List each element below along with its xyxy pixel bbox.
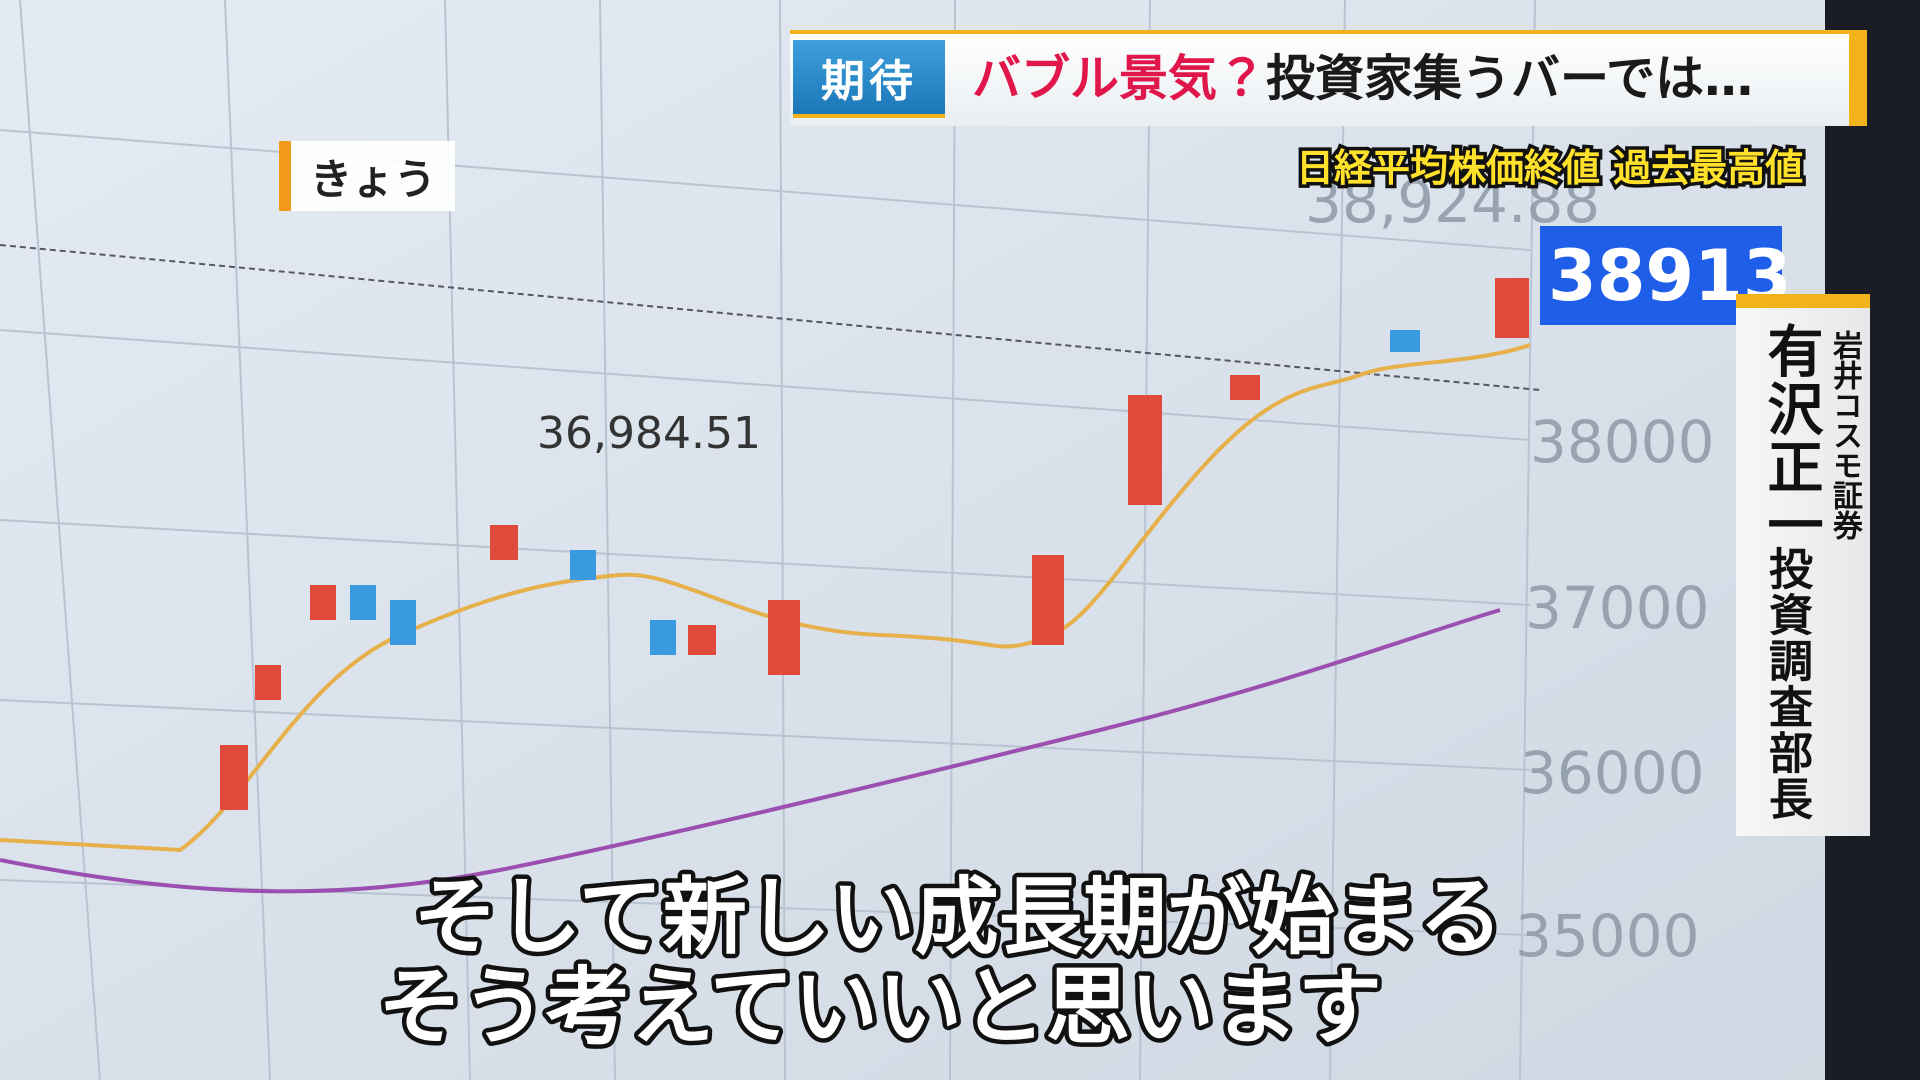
subheadline: 日経平均株価終値 過去最高値 — [1292, 143, 1806, 194]
high-label: 38,924.88 — [1305, 168, 1600, 236]
grid — [0, 0, 1536, 1080]
headline-title: バブル景気？投資家集うバーでは… — [972, 44, 1753, 114]
headline-tag: 期待 — [793, 40, 945, 118]
long-ma — [0, 608, 1501, 894]
subtitle-line: そして新しい成長期が始まる — [413, 868, 1502, 966]
subtitle-line: そう考えていいと思います — [378, 958, 1382, 1056]
peak-label: 36,984.51 — [537, 408, 761, 459]
title-rest: 投資家集うバーでは… — [1266, 50, 1754, 107]
speaker-affiliation: 岩井コスモ証券 — [1827, 330, 1862, 540]
speaker-role: 投資調査部長 — [1761, 546, 1812, 822]
high-line — [0, 244, 1541, 391]
title-highlight: バブル景気？ — [972, 50, 1267, 107]
location-label: きょう — [279, 141, 455, 211]
axis-label: 35000 — [1515, 902, 1700, 970]
candles — [220, 278, 1529, 810]
axis-label: 38000 — [1530, 408, 1715, 476]
speaker-name: 有沢正一 — [1758, 322, 1823, 554]
axis-label: 36000 — [1520, 739, 1705, 807]
headline-bar — [790, 30, 1867, 126]
speaker-plate — [1736, 294, 1870, 836]
axis-label: 37000 — [1525, 574, 1710, 642]
